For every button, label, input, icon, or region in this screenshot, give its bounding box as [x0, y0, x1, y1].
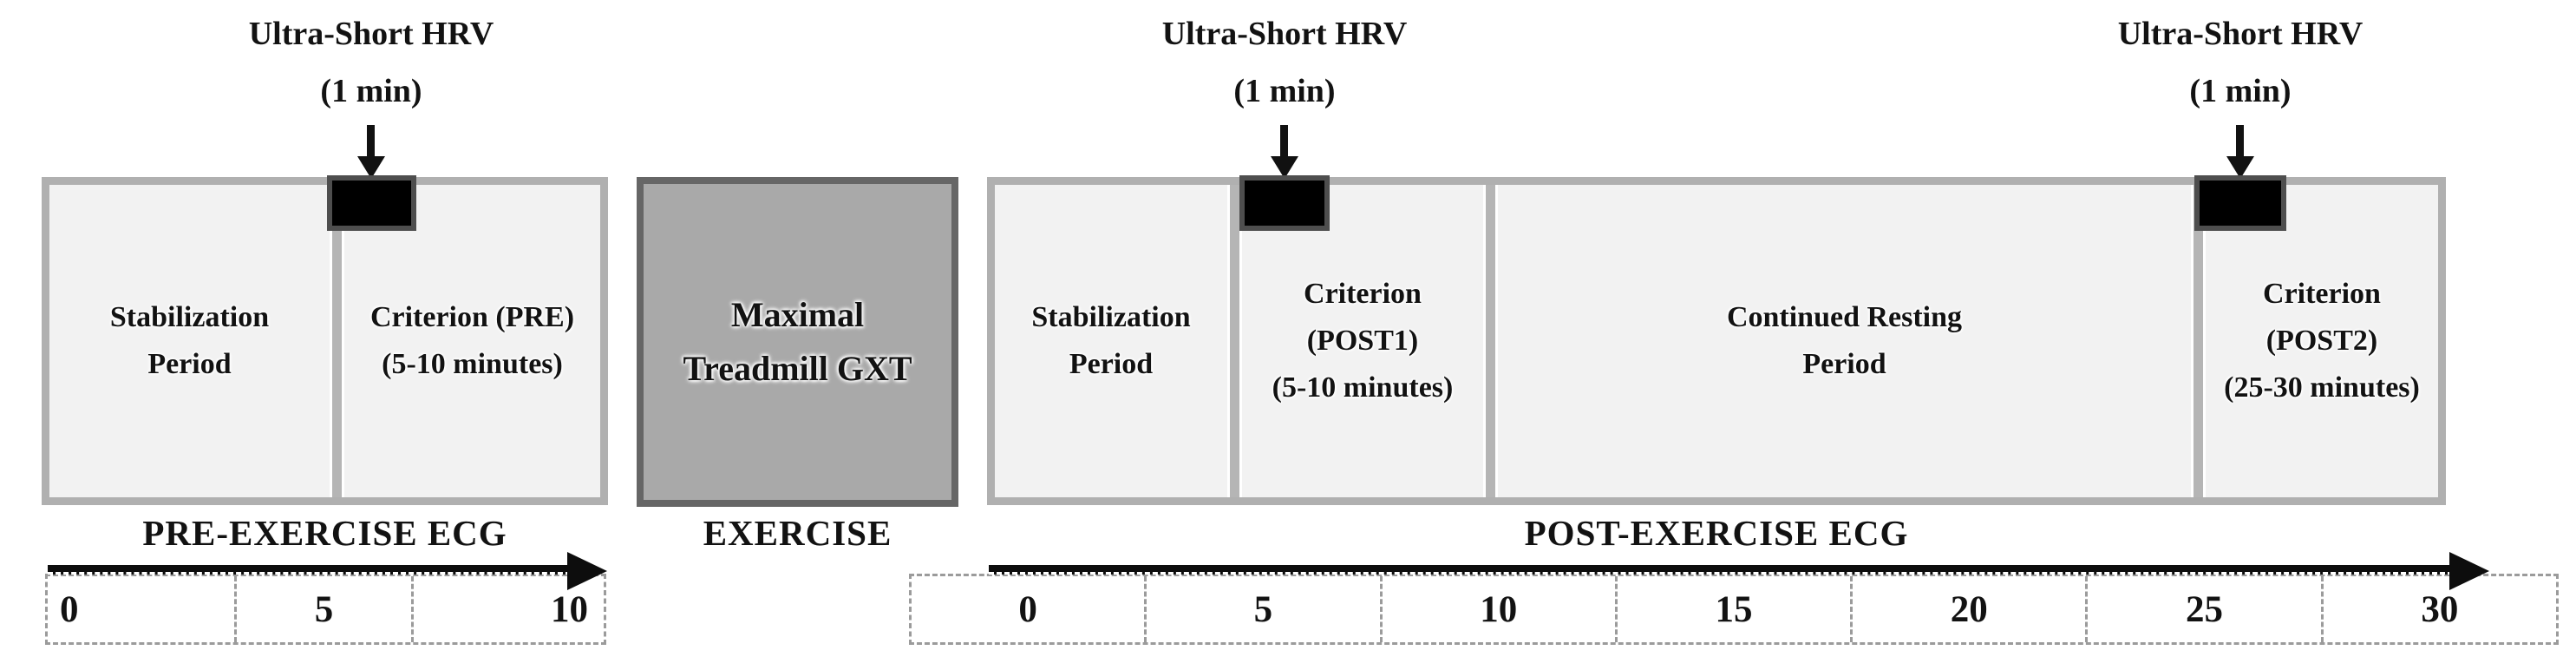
hrv-annotation-pre: Ultra-Short HRV (1 min) [215, 14, 527, 179]
panel-stabilization-post: Stabilization Period [995, 185, 1227, 497]
down-arrow-head [2226, 156, 2254, 179]
hrv-annotation-title: Ultra-Short HRV [248, 16, 494, 52]
section-label-pre: PRE-EXERCISE ECG [142, 513, 507, 553]
panel-label: (POST1) [1306, 325, 1419, 357]
timeline-tick: 5 [234, 576, 411, 642]
hrv-annotation-post2: Ultra-Short HRV (1 min) [2084, 14, 2396, 179]
timeline-tick: 5 [1144, 576, 1379, 642]
panel-label: (25-30 minutes) [2224, 371, 2420, 404]
panel-criterion-pre: Criterion (PRE) (5-10 minutes) [344, 185, 600, 497]
panel-divider [1486, 185, 1495, 497]
arrow-dash-line [989, 572, 2453, 575]
hrv-window-marker-post1 [1239, 175, 1330, 231]
panel-label: Criterion (PRE) [369, 301, 575, 333]
post-exercise-ecg-box: Stabilization Period Criterion (POST1) (… [987, 177, 2446, 505]
section-label-exercise: EXERCISE [703, 513, 892, 553]
panel-label: Period [1802, 348, 1886, 380]
panel-divider [2194, 185, 2203, 497]
panel-label: Stabilization [1031, 301, 1191, 333]
panel-label: Period [147, 348, 232, 380]
timeline-tick: 15 [1614, 576, 1850, 642]
down-arrow-head [1271, 156, 1298, 179]
section-label-post: POST-EXERCISE ECG [1524, 513, 1909, 553]
hrv-annotation-duration: (1 min) [2189, 73, 2292, 109]
arrow-head [2449, 552, 2489, 590]
post-timeline-scale: 0 5 10 15 20 25 30 [909, 574, 2559, 645]
pre-exercise-ecg-box: Stabilization Period Criterion (PRE) (5-… [42, 177, 608, 505]
panel-stabilization-pre: Stabilization Period [49, 185, 330, 497]
maximal-treadmill-gxt-box: Maximal Treadmill GXT [637, 177, 958, 507]
down-arrow-shaft [1280, 125, 1288, 156]
hrv-window-marker-post2 [2194, 175, 2286, 231]
timeline-tick: 25 [2085, 576, 2320, 642]
panel-label: Criterion [1304, 278, 1422, 310]
panel-divider [1230, 185, 1239, 497]
timeline-tick: 0 [1018, 588, 1037, 630]
down-arrow-icon [2226, 125, 2255, 179]
hrv-annotation-duration: (1 min) [320, 73, 422, 109]
post-timeline-arrow-icon [989, 552, 2489, 590]
gxt-label: Maximal [730, 295, 865, 334]
hrv-annotation-duration: (1 min) [1233, 73, 1336, 109]
panel-label: (POST2) [2265, 325, 2378, 357]
hrv-annotation-title: Ultra-Short HRV [1161, 16, 1408, 52]
hrv-annotation-title: Ultra-Short HRV [2117, 16, 2364, 52]
timeline-tick: 20 [1850, 576, 2085, 642]
panel-label: Stabilization [109, 301, 270, 333]
panel-continued-resting: Continued Resting Period [1498, 185, 2191, 497]
panel-label: (5-10 minutes) [1272, 371, 1454, 404]
timeline-tick: 10 [411, 576, 604, 642]
arrow-shaft [48, 565, 571, 575]
panel-label: (5-10 minutes) [382, 348, 563, 380]
down-arrow-shaft [2236, 125, 2244, 156]
arrow-shaft [989, 565, 2453, 575]
panel-label: Criterion [2263, 278, 2381, 310]
panel-label: Period [1069, 348, 1154, 380]
timeline-tick: 30 [2320, 576, 2556, 642]
panel-criterion-post2: Criterion (POST2) (25-30 minutes) [2206, 185, 2438, 497]
down-arrow-head [357, 156, 385, 179]
panel-criterion-post1: Criterion (POST1) (5-10 minutes) [1242, 185, 1483, 497]
timeline-tick: 10 [1379, 576, 1615, 642]
pre-timeline-arrow-icon [48, 552, 607, 590]
arrow-dash-line [48, 572, 571, 575]
hrv-window-marker-pre [327, 175, 416, 231]
down-arrow-icon [1270, 125, 1299, 179]
down-arrow-shaft [367, 125, 375, 156]
pre-timeline-scale: 0 5 10 [45, 574, 606, 645]
panel-divider [332, 185, 342, 497]
timeline-tick: 0 [60, 588, 79, 630]
hrv-annotation-post1: Ultra-Short HRV (1 min) [1128, 14, 1441, 179]
down-arrow-icon [356, 125, 386, 179]
gxt-label: Treadmill GXT [683, 349, 912, 388]
arrow-head [567, 552, 607, 590]
panel-label: Continued Resting [1726, 301, 1963, 333]
